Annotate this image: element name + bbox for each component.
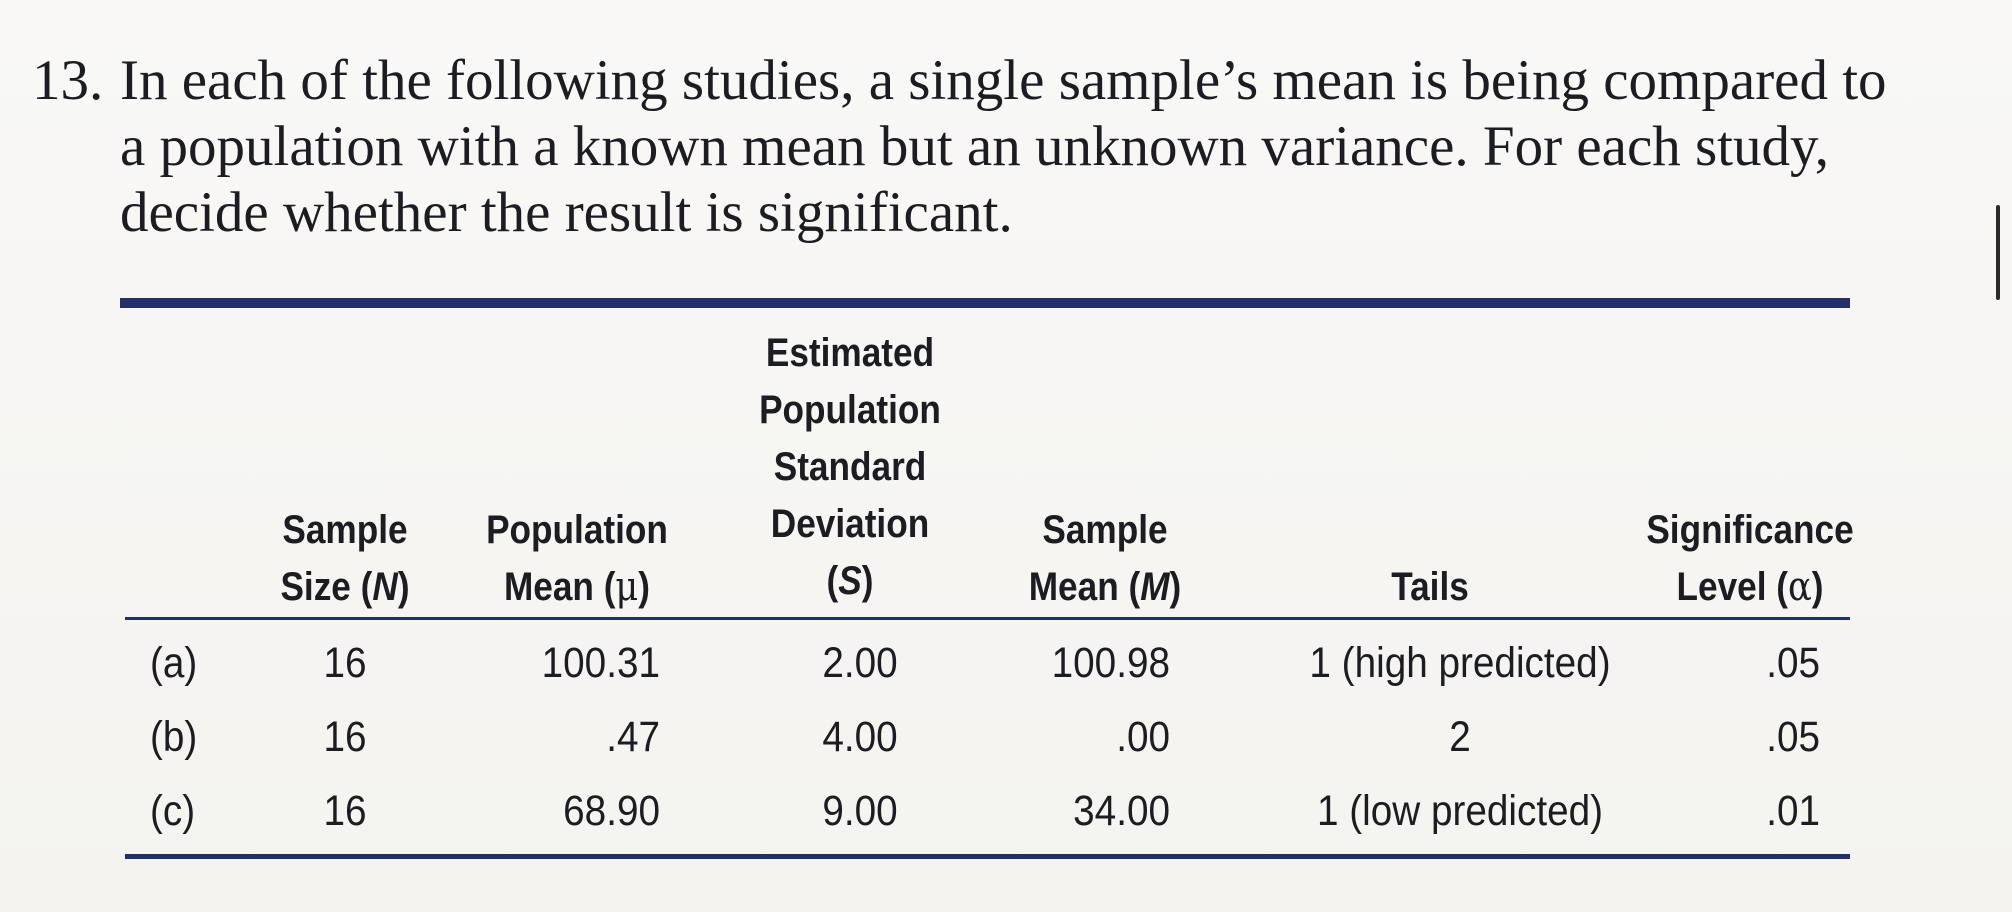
header-line: Standard [773, 445, 927, 489]
cell-population-mean: .47 [606, 713, 660, 761]
header-variable: μ [615, 564, 639, 610]
header-estimated-sd: Estimated Population Standard Deviation … [749, 325, 951, 610]
header-text: ) [1169, 565, 1182, 609]
cell-sample-mean: 34.00 [1073, 787, 1170, 835]
cell-estimated-sd: 2.00 [822, 639, 898, 687]
cell-sample-size: 16 [323, 787, 367, 835]
header-line: Sample [1042, 508, 1168, 552]
row-label: (a) [150, 639, 198, 687]
cell-significance-level: .05 [1766, 713, 1820, 761]
cell-sample-mean: 100.98 [1051, 639, 1170, 687]
header-text: Mean ( [503, 565, 616, 609]
header-text: ) [397, 565, 410, 609]
table-bottom-rule [125, 854, 1850, 859]
problem-text: In each of the following studies, a sing… [120, 49, 1887, 244]
header-text: Mean ( [1028, 565, 1141, 609]
header-variable: M [1140, 565, 1170, 609]
row-label: (c) [150, 787, 196, 835]
header-variable: S [838, 559, 862, 603]
cell-tails: 1 (low predicted) [1316, 787, 1604, 835]
header-population-mean: Population Mean (μ) [476, 502, 678, 616]
header-variable: N [372, 565, 398, 609]
cell-significance-level: .05 [1766, 639, 1820, 687]
problem-number: 13. [32, 49, 104, 112]
header-text: ( [826, 559, 839, 603]
cell-sample-size: 16 [323, 639, 367, 687]
cell-tails: 1 (high predicted) [1309, 639, 1611, 687]
table-header-rule [125, 617, 1850, 620]
header-line: Significance [1646, 508, 1854, 552]
header-text: ) [1811, 565, 1824, 609]
table-top-rule [120, 298, 1850, 308]
header-tails: Tails [1342, 559, 1518, 616]
header-line: Population [486, 508, 668, 552]
cell-significance-level: .01 [1766, 787, 1820, 835]
cell-estimated-sd: 4.00 [822, 713, 898, 761]
header-sample-mean: Sample Mean (M) [1013, 502, 1198, 616]
header-significance-level: Significance Level (α) [1636, 502, 1865, 616]
cell-tails: 2 [1449, 713, 1471, 761]
cell-population-mean: 68.90 [563, 787, 660, 835]
header-line: Mean (μ) [476, 559, 678, 616]
header-line: Size (N) [261, 559, 428, 616]
header-line: Tails [1391, 565, 1469, 609]
header-line: Deviation [770, 502, 930, 546]
row-label: (b) [150, 713, 198, 761]
header-line: (S) [749, 553, 951, 610]
header-text: Level ( [1676, 565, 1789, 609]
header-variable: α [1788, 564, 1812, 610]
header-line: Sample [282, 508, 408, 552]
header-line: Level (α) [1636, 559, 1865, 616]
cell-sample-mean: .00 [1116, 713, 1170, 761]
cell-population-mean: 100.31 [541, 639, 660, 687]
header-text: ) [861, 559, 874, 603]
page-edge-mark [1996, 205, 2000, 300]
header-text: ) [638, 565, 651, 609]
header-line: Mean (M) [1013, 559, 1198, 616]
header-text: Size ( [280, 565, 373, 609]
header-line: Population [759, 388, 941, 432]
cell-estimated-sd: 9.00 [822, 787, 898, 835]
header-line: Estimated [765, 331, 935, 375]
cell-sample-size: 16 [323, 713, 367, 761]
header-sample-size: Sample Size (N) [261, 502, 428, 616]
